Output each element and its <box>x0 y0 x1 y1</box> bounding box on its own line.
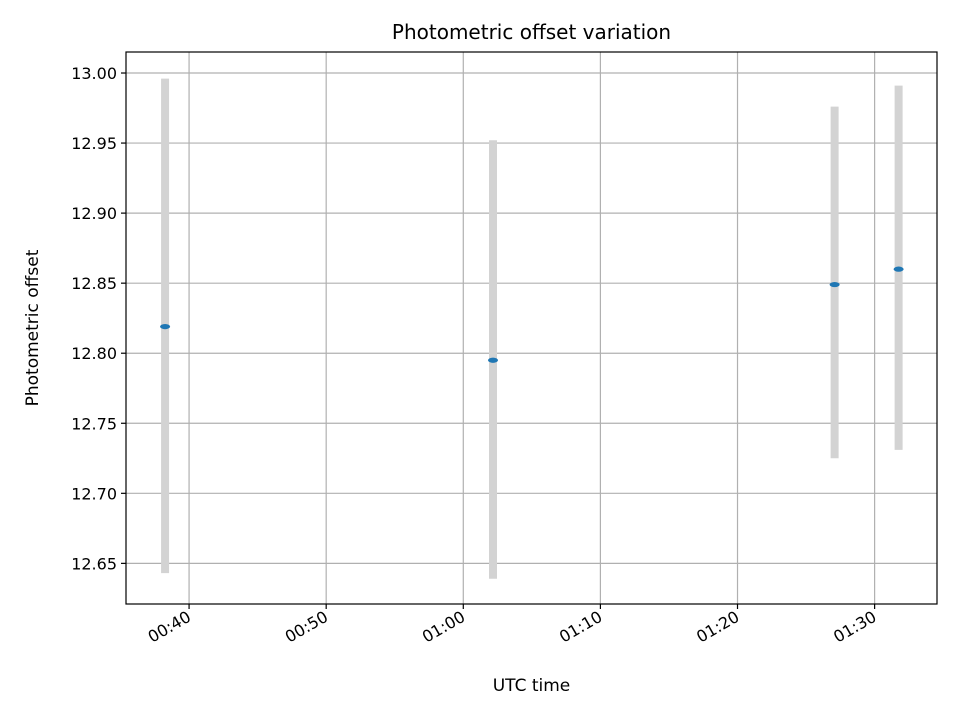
y-tick-label: 13.00 <box>71 64 117 83</box>
data-point <box>160 323 171 330</box>
grid <box>126 52 937 604</box>
chart-title: Photometric offset variation <box>392 20 671 44</box>
data-point <box>829 281 840 288</box>
y-tick-label: 12.65 <box>71 554 117 573</box>
y-tick-label: 12.85 <box>71 274 117 293</box>
y-tick-label: 12.70 <box>71 484 117 503</box>
y-tick-label: 12.80 <box>71 344 117 363</box>
y-axis-title: Photometric offset <box>23 249 43 406</box>
data-point <box>893 266 904 272</box>
data-points <box>160 266 904 363</box>
y-tick-label: 12.75 <box>71 414 117 433</box>
y-tick-label: 12.95 <box>71 134 117 153</box>
x-axis-title: UTC time <box>493 676 571 696</box>
data-point <box>487 357 498 363</box>
plot-area-frame <box>125 51 938 605</box>
y-tick-label: 12.90 <box>71 204 117 223</box>
